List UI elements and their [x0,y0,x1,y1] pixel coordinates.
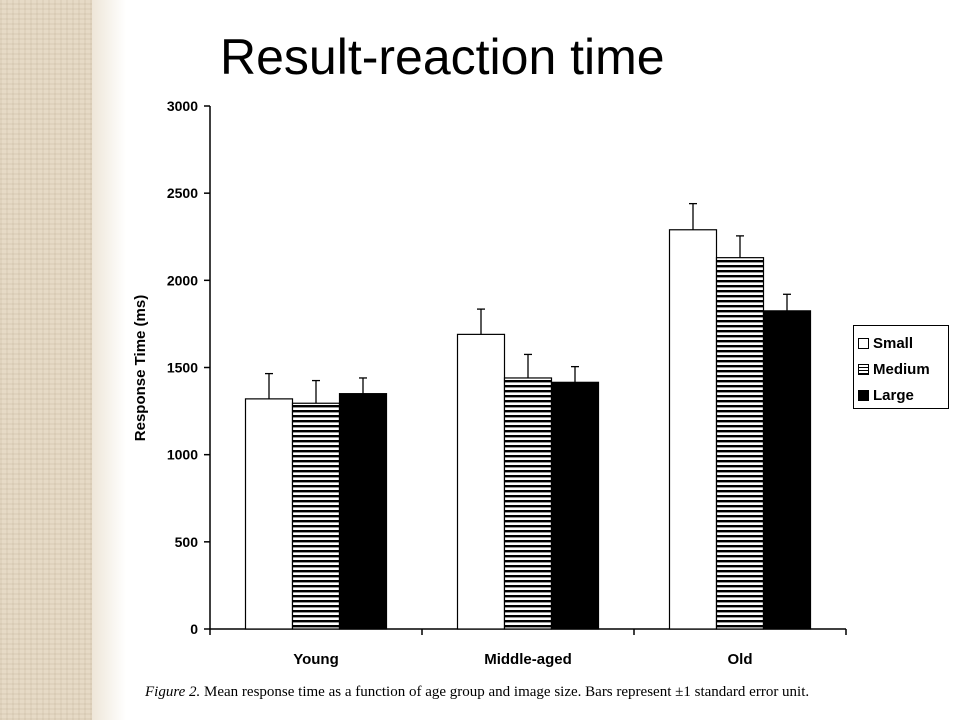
bar-large [762,310,812,630]
legend-item-medium: Medium [858,356,948,382]
y-tick-label: 2000 [167,272,198,288]
legend-label: Large [873,386,914,404]
bar-large [550,381,600,630]
bar-small [456,333,506,630]
legend-swatch-large [858,389,869,401]
y-tick-label: 1000 [167,447,198,463]
x-tick-label: Old [728,651,753,668]
legend-swatch-medium [858,363,869,375]
caption-text: Mean response time as a function of age … [204,684,810,700]
chart-legend: Small Medium Large [853,325,949,409]
y-tick-label: 2500 [167,185,198,201]
y-tick-label: 1500 [167,360,198,376]
bar-small [244,398,294,630]
y-tick-label: 500 [175,534,199,550]
y-axis-label: Response Time (ms) [132,295,149,441]
x-tick-label: Young [293,651,339,668]
bar-small [668,229,718,630]
bar-medium [291,402,341,630]
legend-swatch-small [858,337,869,349]
y-tick-label: 0 [190,621,198,637]
legend-item-small: Small [858,330,948,356]
bar-medium [503,377,553,630]
legend-label: Medium [873,360,930,378]
decorative-strip-edge [92,0,126,720]
bar-large [338,393,388,630]
legend-label: Small [873,334,914,352]
bar-medium [715,257,765,630]
decorative-side-strip [0,0,92,720]
figure-caption: Figure 2. Mean response time as a functi… [145,684,809,701]
y-tick-label: 3000 [167,98,198,114]
slide-title: Result-reaction time [220,29,665,85]
legend-item-large: Large [858,382,948,408]
caption-label: Figure 2. [145,684,201,700]
x-tick-label: Middle-aged [484,651,572,668]
